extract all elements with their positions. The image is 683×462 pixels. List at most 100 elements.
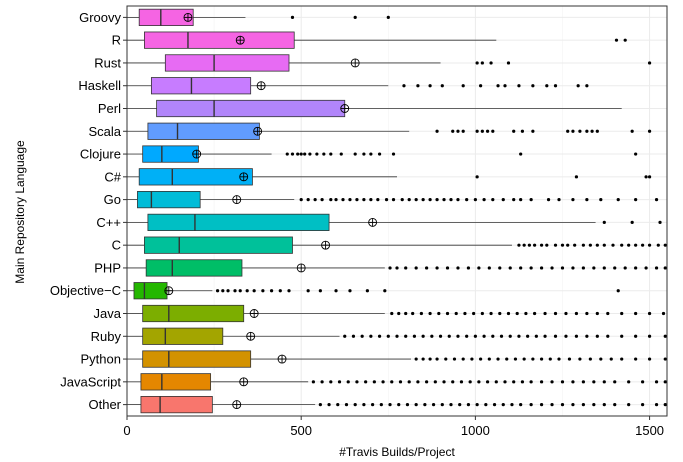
outlier-point — [465, 334, 469, 338]
outlier-point — [527, 243, 531, 247]
box-c- — [127, 213, 662, 231]
outlier-point — [386, 15, 390, 19]
outlier-point — [644, 175, 648, 179]
outlier-point — [395, 334, 399, 338]
outlier-point — [573, 243, 577, 247]
y-tick-label: C# — [104, 169, 121, 184]
outlier-point — [381, 380, 385, 384]
outlier-point — [634, 198, 638, 202]
outlier-point — [492, 403, 497, 407]
outlier-point — [663, 266, 667, 270]
outlier-point — [533, 311, 537, 316]
outlier-point — [470, 357, 474, 361]
outlier-point — [485, 129, 490, 133]
outlier-point — [644, 266, 648, 270]
outlier-point — [320, 198, 324, 202]
box-c — [127, 236, 667, 254]
outlier-point — [376, 198, 380, 202]
outlier-point — [320, 380, 324, 384]
outlier-point — [539, 357, 544, 361]
outlier-point — [634, 152, 638, 156]
outlier-point — [473, 198, 477, 202]
outlier-point — [475, 175, 479, 179]
outlier-point — [578, 129, 582, 133]
outlier-point — [318, 403, 322, 407]
outlier-point — [447, 334, 451, 338]
outlier-point — [451, 129, 455, 133]
outlier-point — [384, 198, 389, 202]
outlier-point — [442, 198, 446, 202]
outlier-point — [372, 380, 376, 384]
box-iqr — [142, 145, 199, 163]
outlier-point — [215, 289, 220, 293]
outlier-point — [445, 311, 450, 316]
outlier-point — [252, 289, 256, 293]
outlier-point — [599, 198, 603, 202]
outlier-point — [414, 357, 418, 361]
outlier-point — [449, 403, 453, 407]
outlier-point — [475, 129, 479, 133]
outlier-point — [560, 266, 565, 270]
outlier-point — [421, 334, 425, 338]
outlier-point — [395, 266, 399, 270]
outlier-point — [482, 334, 486, 338]
outlier-point — [428, 311, 432, 316]
outlier-point — [414, 403, 418, 407]
box-rust — [127, 54, 652, 72]
outlier-point — [560, 380, 565, 384]
outlier-point — [479, 357, 483, 361]
outlier-point — [595, 311, 599, 316]
outlier-point — [616, 289, 620, 293]
outlier-point — [515, 311, 519, 316]
outlier-point — [634, 334, 638, 338]
outlier-point — [663, 334, 667, 338]
outlier-point — [290, 152, 295, 156]
outlier-point — [480, 61, 484, 65]
outlier-point — [520, 129, 525, 133]
outlier-point — [623, 266, 627, 270]
outlier-point — [566, 243, 570, 247]
outlier-point — [407, 380, 411, 384]
outlier-point — [647, 357, 652, 361]
outlier-point — [477, 380, 481, 384]
outlier-point — [362, 198, 366, 202]
outlier-point — [539, 243, 544, 247]
outlier-point — [539, 266, 544, 270]
outlier-point — [369, 198, 373, 202]
outlier-point — [519, 403, 523, 407]
box-go — [127, 191, 659, 209]
outlier-point — [404, 266, 408, 270]
outlier-point — [353, 15, 357, 19]
outlier-point — [553, 334, 558, 338]
outlier-point — [522, 357, 526, 361]
outlier-point — [414, 198, 418, 202]
outlier-point — [616, 198, 620, 202]
outlier-point — [451, 380, 455, 384]
outlier-point — [585, 198, 589, 202]
outlier-point — [337, 380, 342, 384]
outlier-point — [634, 243, 638, 247]
y-tick-label: Ruby — [91, 329, 122, 344]
outlier-point — [419, 311, 423, 316]
outlier-point — [334, 198, 338, 202]
box-plots — [127, 8, 667, 414]
outlier-point — [602, 243, 606, 247]
y-tick-label: Groovy — [79, 10, 121, 25]
outlier-point — [390, 380, 394, 384]
outlier-point — [585, 311, 589, 316]
outlier-point — [592, 266, 596, 270]
outlier-point — [411, 311, 415, 316]
x-tick-label: 0 — [123, 423, 130, 438]
outlier-point — [485, 380, 490, 384]
outlier-point — [520, 380, 525, 384]
outlier-point — [278, 289, 282, 293]
outlier-point — [501, 403, 505, 407]
y-tick-label: JavaScript — [60, 374, 121, 389]
outlier-point — [658, 220, 662, 224]
outlier-point — [654, 266, 659, 270]
box-r — [127, 31, 627, 49]
outlier-point — [308, 152, 312, 156]
outlier-point — [588, 357, 592, 361]
outlier-point — [428, 357, 432, 361]
outlier-point — [602, 403, 606, 407]
